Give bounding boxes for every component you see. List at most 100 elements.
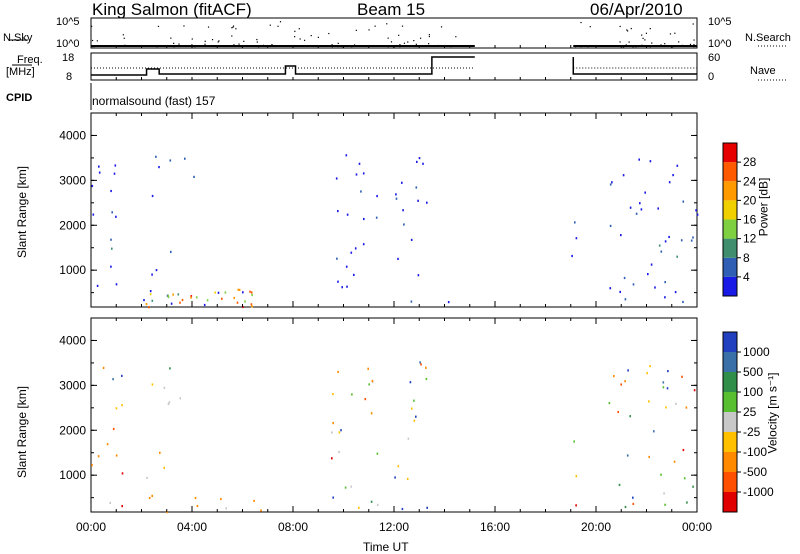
velocity-cell — [624, 505, 627, 509]
velocity-ytick-label: 2000 — [59, 423, 86, 437]
velocity-cell — [683, 477, 686, 480]
power-cell — [221, 297, 223, 300]
nsky-dot — [415, 43, 417, 45]
nsky-dot — [238, 43, 240, 45]
nsky-tick-bottom: 10^0 — [56, 38, 80, 50]
power-cell — [658, 244, 661, 247]
velocity-cell — [331, 457, 333, 460]
nsky-dot — [173, 42, 175, 44]
power-ytick-label: 2000 — [59, 218, 86, 232]
nsky-dot — [428, 43, 430, 45]
velocity-cell — [151, 383, 154, 386]
power-ytick-label: 4000 — [59, 128, 86, 142]
power-cell — [170, 302, 173, 305]
power-cell — [354, 247, 357, 250]
nsky-dot — [693, 39, 695, 41]
nsky-dot — [123, 37, 125, 39]
power-cell — [151, 273, 153, 276]
velocity-cell — [344, 486, 347, 489]
velocity-cell — [194, 496, 197, 500]
power-colorbar-tick-label: 16 — [743, 213, 757, 227]
power-colorbar-tick-label: 12 — [743, 232, 757, 246]
power-cell — [397, 257, 399, 260]
nsky-dot — [626, 29, 628, 31]
velocity-cell — [397, 465, 400, 468]
velocity-cell — [401, 507, 404, 511]
power-cell — [179, 301, 181, 304]
velocity-cell — [663, 492, 665, 495]
velocity-cell — [426, 506, 428, 509]
velocity-colorbar-swatch — [723, 452, 737, 472]
nsky-dot — [157, 25, 160, 28]
power-cell — [111, 211, 113, 214]
power-colorbar-tick-label: 28 — [743, 155, 757, 169]
power-cell — [337, 210, 339, 213]
nsky-dot — [271, 43, 273, 46]
power-cell — [402, 209, 404, 212]
velocity-cell — [376, 452, 379, 455]
power-cell — [640, 208, 643, 211]
nsky-dot — [232, 26, 234, 28]
power-cell — [417, 274, 420, 277]
velocity-cell — [97, 455, 100, 458]
power-cell — [426, 201, 428, 204]
velocity-cell — [406, 477, 409, 480]
power-cell — [360, 190, 362, 193]
nsky-dot — [298, 28, 300, 30]
velocity-cell — [168, 401, 171, 404]
power-cell — [395, 197, 398, 200]
power-cell — [155, 155, 157, 158]
nsky-dot — [619, 25, 621, 28]
freq-tick-bottom: 8 — [66, 71, 73, 83]
velocity-colorbar-swatch — [723, 492, 737, 512]
velocity-cell — [665, 406, 667, 409]
velocity-cell — [420, 363, 422, 366]
nsky-dot — [231, 27, 233, 29]
velocity-ytick-label: 3000 — [59, 378, 86, 392]
velocity-cell — [648, 400, 650, 403]
power-cell — [181, 298, 184, 302]
nsearch-tick-bottom: 10^0 — [708, 38, 732, 50]
power-cell — [355, 173, 358, 176]
velocity-cell — [686, 501, 688, 504]
nsky-dot — [232, 25, 235, 27]
nsearch-tick-top: 10^5 — [708, 16, 732, 28]
x-tick-label: 12:00 — [379, 520, 409, 534]
velocity-cell — [220, 497, 222, 501]
velocity-cell — [91, 464, 93, 467]
power-cell — [149, 293, 152, 296]
nsky-dot — [642, 37, 644, 39]
velocity-cell — [626, 454, 629, 457]
velocity-cell — [632, 496, 634, 499]
velocity-cell — [653, 430, 655, 433]
power-cell — [571, 254, 573, 258]
power-cell — [250, 291, 253, 294]
nave-tick-bottom: 0 — [708, 71, 715, 83]
nsky-dot — [122, 34, 124, 36]
power-cell — [190, 295, 193, 298]
power-cell — [609, 183, 612, 186]
velocity-cell — [253, 499, 255, 502]
power-ytick-label: 3000 — [59, 173, 86, 187]
nsky-dot — [178, 43, 180, 45]
nsky-dot — [217, 41, 219, 43]
velocity-cell — [148, 496, 151, 500]
power-cell — [395, 193, 397, 196]
power-cell — [249, 290, 251, 293]
nsky-dot — [674, 32, 676, 34]
nsky-dot — [660, 44, 662, 46]
velocity-cell — [106, 443, 109, 446]
nsky-dot — [403, 42, 406, 44]
power-cell — [375, 216, 378, 219]
velocity-cell — [409, 381, 412, 384]
power-cell — [410, 238, 413, 241]
nsky-dot — [641, 34, 643, 36]
velocity-cell — [121, 472, 124, 475]
velocity-colorbar-swatch — [723, 472, 737, 492]
power-cell — [574, 221, 576, 224]
nsky-dot — [354, 44, 356, 46]
velocity-cell — [115, 454, 118, 457]
velocity-cell — [332, 393, 334, 396]
power-colorbar-swatch — [723, 219, 737, 239]
velocity-cell — [575, 504, 577, 507]
